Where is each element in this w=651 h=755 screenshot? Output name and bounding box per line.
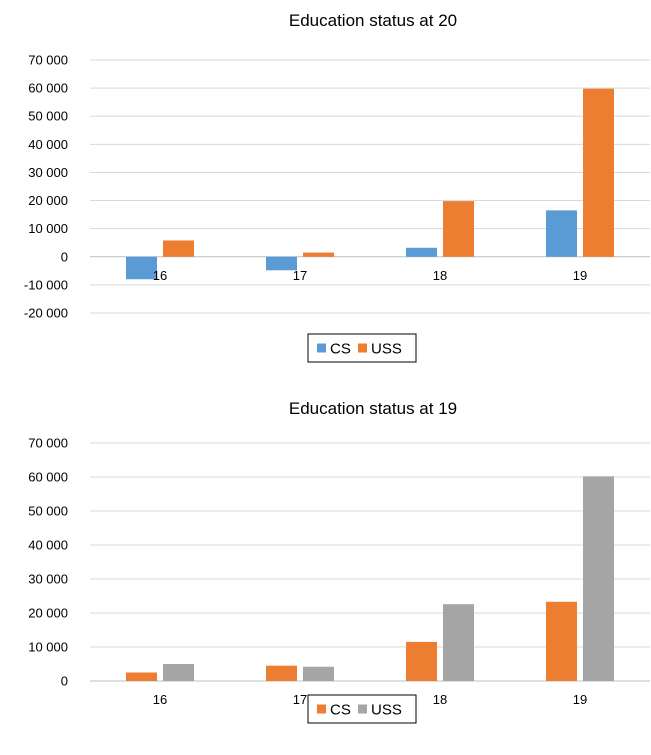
y-tick-label: 30 000 [28, 572, 68, 587]
y-tick-label: -10 000 [24, 277, 68, 292]
legend-label-cs: CS [330, 341, 351, 358]
bar-uss-19 [583, 476, 614, 681]
bar-cs-16 [126, 672, 157, 681]
x-tick-label: 17 [293, 268, 307, 283]
bar-uss-16 [163, 240, 194, 257]
y-tick-label: 60 000 [28, 470, 68, 485]
x-tick-label: 16 [153, 268, 167, 283]
legend: CS USS [307, 694, 417, 724]
y-tick-label: 40 000 [28, 137, 68, 152]
y-tick-label: 40 000 [28, 538, 68, 553]
y-tick-label: 10 000 [28, 640, 68, 655]
y-tick-label: 70 000 [28, 436, 68, 451]
y-tick-label: 0 [61, 674, 68, 689]
y-tick-label: 20 000 [28, 193, 68, 208]
y-tick-label: 0 [61, 249, 68, 264]
bar-uss-16 [163, 664, 194, 681]
chart-title: Education status at 19 [289, 399, 457, 418]
chart-2: Education status at 19 0 10 000 20 000 30 00… [28, 399, 650, 724]
y-tick-label: 30 000 [28, 165, 68, 180]
legend-swatch-uss [358, 343, 367, 353]
bar-uss-17 [303, 666, 334, 681]
x-tick-label: 19 [573, 692, 587, 707]
y-tick-label: 20 000 [28, 606, 68, 621]
bar-uss-17 [303, 252, 334, 257]
bar-cs-19 [546, 601, 577, 681]
y-tick-label: -20 000 [24, 306, 68, 321]
x-tick-label: 18 [433, 692, 447, 707]
bar-uss-18 [443, 201, 474, 257]
x-tick-label: 19 [573, 268, 587, 283]
legend-swatch-cs [317, 343, 326, 353]
legend-swatch-cs [317, 704, 326, 714]
bar-uss-18 [443, 604, 474, 681]
y-tick-label: 50 000 [28, 109, 68, 124]
y-tick-label: 10 000 [28, 221, 68, 236]
legend: CS USS [307, 333, 417, 363]
bar-cs-19 [546, 210, 577, 257]
chart-title: Education status at 20 [289, 11, 457, 30]
chart-1: Education status at 20 -20 000 -10 000 0 10 … [24, 11, 650, 363]
x-tick-label: 18 [433, 268, 447, 283]
legend-label-uss: USS [371, 702, 402, 719]
y-tick-label: 70 000 [28, 53, 68, 68]
legend-label-cs: CS [330, 702, 351, 719]
x-tick-label: 17 [293, 692, 307, 707]
bar-uss-19 [583, 88, 614, 257]
y-tick-label: 50 000 [28, 504, 68, 519]
legend-label-uss: USS [371, 341, 402, 358]
legend-swatch-uss [358, 704, 367, 714]
bar-cs-18 [406, 641, 437, 681]
bar-cs-17 [266, 256, 297, 271]
x-tick-label: 16 [153, 692, 167, 707]
bar-cs-16 [126, 256, 157, 280]
bar-cs-17 [266, 665, 297, 681]
bar-cs-18 [406, 247, 437, 257]
y-tick-label: 60 000 [28, 81, 68, 96]
